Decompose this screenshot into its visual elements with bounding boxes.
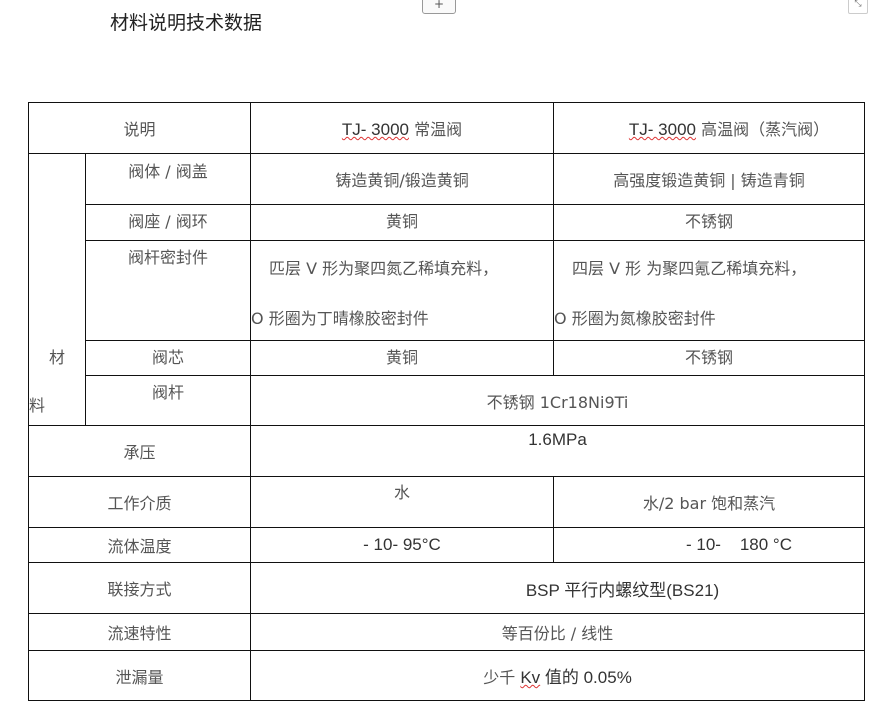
header-col2: TJ- 3000 高温阀（蒸汽阀） [553,102,866,154]
row-label: 阀座 / 阀环 [84,204,252,241]
row-label: 承压 [27,425,252,477]
cell: 水/2 bar 饱和蒸汽 [553,476,866,528]
table-row: 阀芯 黄铜 不锈钢 [29,340,866,376]
cell: 黄铜 [250,340,555,376]
spec-table: 说明 TJ- 3000 常温阀 TJ- 3000 高温阀（蒸汽阀） 材 料 阀体… [27,102,866,701]
cell: 黄铜 [250,204,555,241]
material-label: 材 料 [28,153,86,426]
cell: 不锈钢 [553,204,866,241]
cell: - 10- 95°C [250,527,555,563]
resize-icon[interactable]: ⤡ [848,0,868,14]
row-label: 阀芯 [84,340,252,376]
cell: 1.6MPa [250,425,866,477]
cell: 不锈钢 [553,340,866,376]
cell: 高强度锻造黄铜 | 铸造青铜 [553,153,866,205]
row-label: 阀杆密封件 [84,240,252,341]
header-desc: 说明 [27,102,252,154]
row-label: 阀体 / 阀盖 [84,153,252,205]
header-row: 说明 TJ- 3000 常温阀 TJ- 3000 高温阀（蒸汽阀） [27,102,866,154]
document-title: 材料说明技术数据 [110,12,263,34]
table-row: 流体温度 - 10- 95°C - 10- 180 °C [27,527,866,563]
cell: 四层 V 形 为聚四氪乙稀填充料， O 形圈为氮橡胶密封件 [553,240,866,341]
cell: 等百份比 / 线性 [250,613,866,651]
table-row: 联接方式 BSP 平行内螺纹型(BS21) [27,562,866,614]
row-label: 联接方式 [27,562,252,614]
table-row: 泄漏量 少千 Kv 值的 0.05% [27,650,866,701]
row-label: 工作介质 [27,476,252,528]
table-row: 承压 1.6MPa [27,425,866,477]
row-label: 泄漏量 [27,650,252,701]
cell: BSP 平行内螺纹型(BS21) [250,562,866,614]
table-row: 阀座 / 阀环 黄铜 不锈钢 [29,204,866,241]
table-row: 材 料 阀体 / 阀盖 铸造黄铜/锻造黄铜 高强度锻造黄铜 | 铸造青铜 [28,153,866,426]
cell: - 10- 180 °C [553,527,866,563]
cell: 水 [250,476,555,528]
row-label: 流速特性 [27,613,252,651]
cell: 不锈钢 1Cr18Ni9Ti [250,375,866,426]
table-row: 工作介质 水 水/2 bar 饱和蒸汽 [27,476,866,528]
row-label: 流体温度 [27,527,252,563]
table-row: 阀杆 不锈钢 1Cr18Ni9Ti [29,375,866,426]
header-col1: TJ- 3000 常温阀 [250,102,555,154]
add-button[interactable]: + [422,0,456,14]
row-label: 阀杆 [84,375,252,426]
cell: 匹层 V 形为聚四氮乙稀填充料， O 形圈为丁晴橡胶密封件 [250,240,555,341]
table-row: 流速特性 等百份比 / 线性 [27,613,866,651]
table-row: 阀杆密封件 匹层 V 形为聚四氮乙稀填充料， O 形圈为丁晴橡胶密封件 四层 V … [29,240,866,341]
cell: 少千 Kv 值的 0.05% [250,650,866,701]
cell: 铸造黄铜/锻造黄铜 [250,153,555,205]
